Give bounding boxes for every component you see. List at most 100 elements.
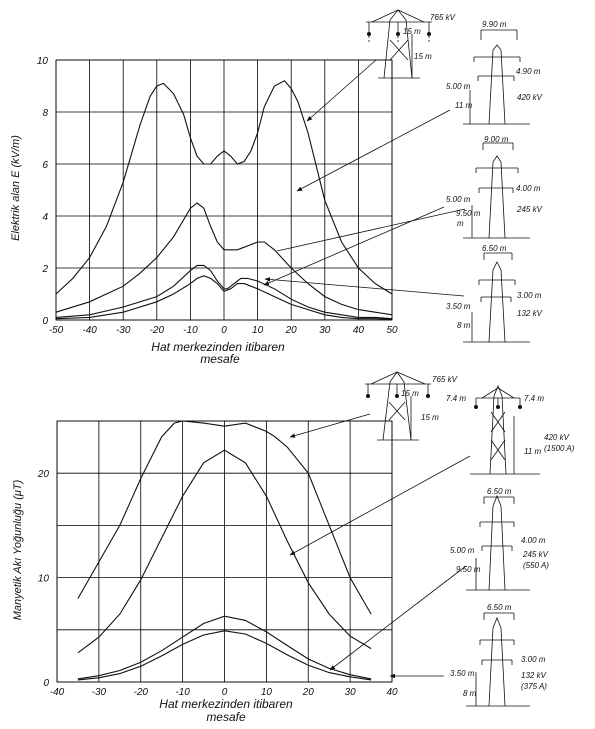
chart2-series-765kV [77,420,372,615]
chart1-grid [55,59,393,321]
chart1-xtick: -10 [183,325,198,336]
t765-bottom-voltage: 765 kV [432,375,458,384]
t132-bottom-left: 3.50 m [450,669,475,678]
t245-bottom-height: 9.50 m [456,565,481,574]
t765-bottom-dim2: 15 m [421,413,439,422]
t765-top-dim2: 15 m [414,52,432,61]
chart2-y-ticks: 0 10 20 [37,469,50,689]
t420-bottom-right: 7.4 m [524,394,544,403]
tower-420kv-top: 9.90 m 5.00 m 4.90 m 11 m 420 kV [446,20,543,125]
t420-top-width: 9.90 m [482,20,507,29]
chart2-ytick: 20 [37,469,50,480]
chart1-xtick: -30 [116,325,131,336]
t132-top-width: 6.50 m [482,244,507,253]
chart2-x-ticks: -40 -30 -20 -10 0 10 20 30 40 [50,687,398,698]
chart1-xtick: 0 [221,325,227,336]
t420-bottom-left: 7.4 m [446,394,466,403]
t245-bottom-left: 5.00 m [450,546,475,555]
chart1-x-ticks: -50 -40 -30 -20 -10 0 10 20 30 40 50 [49,325,398,336]
chart1-ytick: 6 [42,160,48,171]
t245-top-left: 5.00 m [446,195,471,204]
t245-top-height: 9.50 m [456,209,481,218]
t245-bottom-width: 6.50 m [487,487,512,496]
chart2-curves [77,420,372,681]
chart2-series-132kV [77,630,372,681]
tower-420kv-bottom: 7.4 m 7.4 m 11 m 420 kV (1500 A) [446,384,575,475]
tower-132kv-bottom: 6.50 m 3.50 m 3.00 m 8 m 132 kV (375 A) [450,603,547,707]
chart2-ytick: 10 [38,574,50,585]
chart1-series-765kV [55,80,393,295]
t765-top-voltage: 765 kV [430,13,456,22]
tower-132kv-top: 6.50 m 3.50 m 3.00 m 8 m 132 kV [446,244,543,343]
t420-bottom-current: (1500 A) [544,444,575,453]
chart1-ytick: 4 [42,212,48,223]
chart1-ytick: 2 [41,264,48,275]
chart1-ylabel: Elektrik alan E (kV/m) [10,135,22,241]
chart2-xlabel-line1: Hat merkezinden itibaren [159,697,293,711]
tower-765kv-bottom: 15 m 15 m 765 kV [365,371,458,441]
chart1-xtick: -50 [49,325,64,336]
chart1-xtick: -40 [82,325,97,336]
chart2-xtick: 20 [302,687,315,698]
t420-bottom-voltage: 420 kV [544,433,570,442]
t420-top-right: 4.90 m [516,67,541,76]
chart1-curves [55,80,393,320]
chart1-xtick: 30 [319,325,331,336]
chart2-series-420kV [77,449,372,654]
chart1-ytick: 10 [37,56,49,67]
chart1-xtick: 50 [386,325,398,336]
electric-field-chart: -50 -40 -30 -20 -10 0 10 20 30 40 50 0 2 4 6 8 10 Hat m… [10,56,398,366]
t132-top-height: 8 m [457,321,471,330]
chart1-xtick: -20 [150,325,165,336]
magnetic-flux-chart: -40 -30 -20 -10 0 10 20 30 40 0 10 20 Hat merkezin… [12,420,398,724]
chart2-xtick: 40 [386,687,398,698]
t245-top-right: 4.00 m [516,184,541,193]
t245-top-width: 9.00 m [484,135,509,144]
chart1-series-245kV [55,264,393,320]
t420-top-height: 11 m [455,101,473,110]
tower-245kv-top: 9.00 m 5.00 m 4.00 m 9.50 m m 245 kV [446,135,543,239]
tower-765kv-top: 15 m 15 m 765 kV [366,9,456,79]
chart2-series-245kV [77,615,372,680]
t245-bottom-voltage: 245 kV [522,550,549,559]
chart2-xtick: -30 [92,687,107,698]
chart1-xtick: 40 [353,325,365,336]
t132-top-right: 3.00 m [517,291,542,300]
chart1-xlabel-line2: mesafe [200,352,240,366]
leader-lines [263,59,471,679]
svg-text:m: m [457,219,464,228]
t420-top-voltage: 420 kV [517,93,543,102]
chart1-xlabel-line1: Hat merkezinden itibaren [151,340,285,354]
t765-top-dim1: 15 m [403,27,421,36]
chart2-xlabel-line2: mesafe [206,710,246,724]
chart2-xtick: -10 [175,687,190,698]
t245-bottom-right: 4.00 m [521,536,546,545]
t132-top-voltage: 132 kV [517,309,543,318]
t245-bottom-current: (550 A) [523,561,549,570]
chart2-xtick: -40 [50,687,65,698]
t132-bottom-width: 6.50 m [487,603,512,612]
chart2-xtick: 0 [222,687,228,698]
tower-245kv-bottom: 6.50 m 5.00 m 4.00 m 9.50 m 245 kV (550 … [450,487,549,591]
chart2-xtick: 30 [345,687,357,698]
chart2-xtick: 10 [261,687,273,698]
t420-bottom-height: 11 m [524,447,542,456]
t132-bottom-right: 3.00 m [521,655,546,664]
chart1-ytick: 0 [42,316,48,327]
chart1-ytick: 8 [42,108,48,119]
chart1-xtick: 10 [252,325,264,336]
chart2-ylabel: Manyetik Akı Yoğunluğu (μT) [12,479,24,620]
t765-bottom-dim1: 15 m [401,389,419,398]
chart1-y-ticks: 0 2 4 6 8 10 [37,56,49,327]
t132-bottom-voltage: 132 kV [521,671,547,680]
t245-top-voltage: 245 kV [516,205,543,214]
t132-bottom-height: 8 m [463,689,477,698]
t132-top-left: 3.50 m [446,302,471,311]
chart1-xtick: 20 [285,325,298,336]
chart1-series-132kV [55,275,393,320]
chart1-series-420kV [55,202,393,316]
chart2-ytick: 0 [43,678,49,689]
t132-bottom-current: (375 A) [521,682,547,691]
t420-top-left: 5.00 m [446,82,471,91]
